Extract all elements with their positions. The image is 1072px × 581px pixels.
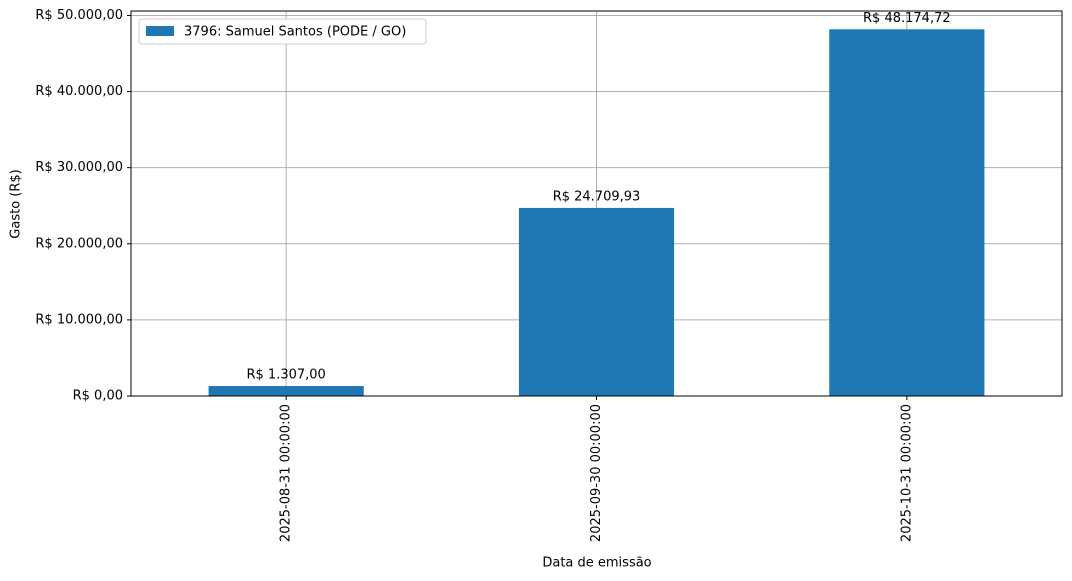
- value-label: R$ 1.307,00: [247, 368, 326, 383]
- y-tick-label: R$ 40.000,00: [35, 84, 123, 99]
- value-label: R$ 48.174,72: [863, 11, 951, 26]
- plot-frame: [130, 10, 1063, 397]
- y-tick-label: R$ 10.000,00: [35, 312, 123, 327]
- x-axis-label: Data de emissão: [542, 556, 651, 571]
- x-tick-label: 2025-09-30 00:00:00: [589, 404, 604, 542]
- legend-swatch: [146, 26, 174, 36]
- value-label: R$ 24.709,93: [553, 189, 641, 204]
- y-tick-label: R$ 50.000,00: [35, 8, 123, 23]
- bar: [518, 207, 675, 396]
- x-tick-label: 2025-10-31 00:00:00: [899, 404, 914, 542]
- legend-label: 3796: Samuel Santos (PODE / GO): [184, 25, 406, 40]
- bar: [208, 386, 364, 396]
- y-tick-label: R$ 30.000,00: [35, 160, 123, 175]
- y-tick-label: R$ 0,00: [73, 389, 123, 404]
- bar: [829, 29, 985, 396]
- x-tick-label: 2025-08-31 00:00:00: [279, 404, 294, 542]
- y-axis-label: Gasto (R$): [9, 169, 24, 238]
- legend-box: [138, 18, 427, 45]
- y-tick-label: R$ 20.000,00: [35, 236, 123, 251]
